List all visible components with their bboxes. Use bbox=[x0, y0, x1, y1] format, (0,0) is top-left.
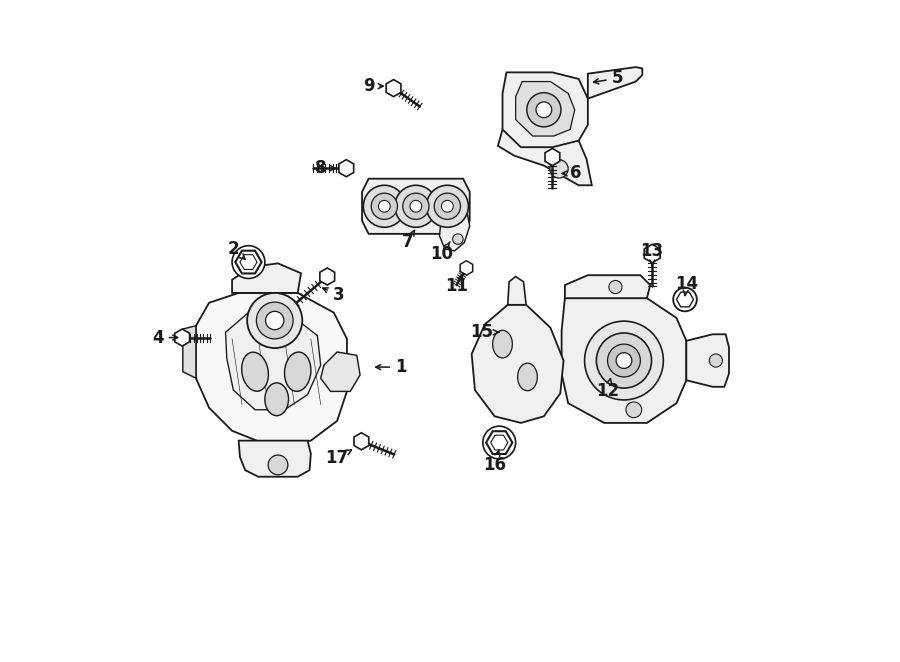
Polygon shape bbox=[508, 277, 526, 305]
Polygon shape bbox=[238, 441, 310, 477]
Polygon shape bbox=[677, 292, 694, 307]
Circle shape bbox=[609, 281, 622, 293]
Polygon shape bbox=[183, 326, 196, 378]
Polygon shape bbox=[362, 179, 470, 234]
Text: 14: 14 bbox=[675, 275, 698, 296]
Circle shape bbox=[550, 160, 568, 178]
Circle shape bbox=[442, 201, 454, 213]
Text: 11: 11 bbox=[446, 274, 468, 295]
Polygon shape bbox=[565, 275, 650, 298]
Text: 2: 2 bbox=[228, 240, 245, 259]
Text: 5: 5 bbox=[594, 70, 623, 87]
Circle shape bbox=[371, 193, 398, 219]
Text: 16: 16 bbox=[483, 450, 506, 474]
Circle shape bbox=[378, 201, 391, 213]
Polygon shape bbox=[354, 433, 369, 449]
Circle shape bbox=[266, 311, 284, 330]
Polygon shape bbox=[232, 263, 301, 293]
Circle shape bbox=[709, 354, 723, 367]
Polygon shape bbox=[175, 329, 190, 346]
Polygon shape bbox=[226, 312, 320, 410]
Ellipse shape bbox=[265, 383, 289, 416]
Text: 12: 12 bbox=[596, 379, 619, 401]
Circle shape bbox=[364, 185, 405, 227]
Polygon shape bbox=[339, 160, 354, 177]
Text: 9: 9 bbox=[363, 77, 383, 95]
Polygon shape bbox=[545, 148, 560, 166]
Polygon shape bbox=[498, 130, 592, 185]
Circle shape bbox=[446, 208, 456, 218]
Text: 13: 13 bbox=[641, 242, 663, 265]
Polygon shape bbox=[320, 352, 360, 391]
Ellipse shape bbox=[284, 352, 310, 391]
Ellipse shape bbox=[492, 330, 512, 358]
Polygon shape bbox=[588, 67, 643, 99]
Circle shape bbox=[453, 234, 464, 244]
Circle shape bbox=[536, 102, 552, 118]
Text: 10: 10 bbox=[430, 242, 454, 263]
Circle shape bbox=[395, 185, 436, 227]
Circle shape bbox=[482, 426, 516, 459]
Circle shape bbox=[434, 193, 461, 219]
Ellipse shape bbox=[518, 363, 537, 391]
Polygon shape bbox=[562, 298, 687, 423]
Circle shape bbox=[410, 201, 422, 213]
Circle shape bbox=[232, 246, 265, 279]
Text: 17: 17 bbox=[325, 449, 352, 467]
Text: 6: 6 bbox=[562, 164, 581, 183]
Text: 7: 7 bbox=[401, 230, 415, 252]
Circle shape bbox=[626, 402, 642, 418]
Circle shape bbox=[673, 288, 697, 311]
Text: 4: 4 bbox=[152, 328, 177, 347]
Text: 8: 8 bbox=[315, 159, 335, 177]
Circle shape bbox=[248, 293, 302, 348]
Circle shape bbox=[597, 333, 652, 388]
Polygon shape bbox=[460, 261, 473, 275]
Polygon shape bbox=[235, 251, 262, 273]
Polygon shape bbox=[320, 268, 335, 285]
Polygon shape bbox=[472, 305, 563, 423]
Polygon shape bbox=[486, 431, 512, 454]
Text: 3: 3 bbox=[323, 286, 344, 304]
Circle shape bbox=[268, 455, 288, 475]
Circle shape bbox=[402, 193, 429, 219]
Circle shape bbox=[526, 93, 561, 127]
Text: 1: 1 bbox=[375, 358, 407, 376]
Polygon shape bbox=[687, 334, 729, 387]
Circle shape bbox=[608, 344, 641, 377]
Text: 15: 15 bbox=[470, 323, 499, 342]
Circle shape bbox=[256, 302, 293, 339]
Circle shape bbox=[616, 353, 632, 369]
Polygon shape bbox=[196, 293, 346, 444]
Polygon shape bbox=[644, 244, 660, 263]
Circle shape bbox=[427, 185, 468, 227]
Ellipse shape bbox=[242, 352, 268, 391]
Polygon shape bbox=[516, 81, 575, 136]
Polygon shape bbox=[502, 72, 588, 147]
Circle shape bbox=[585, 321, 663, 400]
Polygon shape bbox=[386, 79, 400, 97]
Polygon shape bbox=[439, 197, 470, 251]
